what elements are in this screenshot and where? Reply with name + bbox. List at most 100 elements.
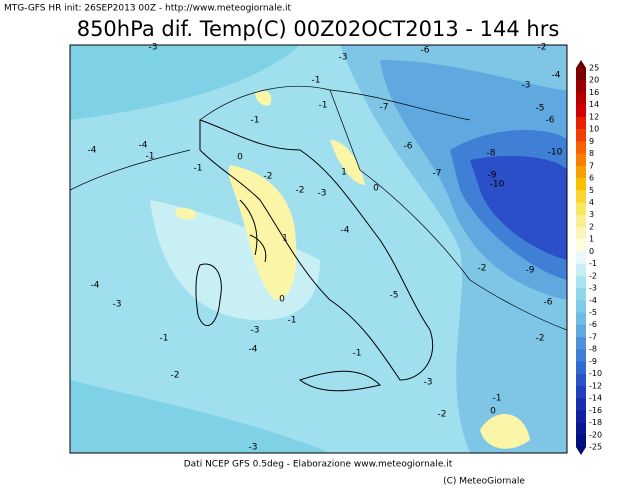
contour-label: -9 — [526, 266, 535, 276]
contour-label: -4 — [139, 141, 148, 151]
contour-label: -4 — [249, 345, 258, 355]
colorbar-label: -20 — [589, 430, 602, 439]
colorbar-swatch — [576, 239, 586, 252]
contour-label: -4 — [552, 71, 561, 81]
contour-label: -9 — [488, 171, 497, 181]
contour-label: -2 — [296, 186, 305, 196]
colorbar-label: -9 — [589, 357, 597, 366]
colorbar-label: 16 — [589, 88, 599, 97]
colorbar-label: -4 — [589, 296, 597, 305]
colorbar-swatch — [576, 422, 586, 436]
colorbar-swatch — [576, 165, 586, 179]
colorbar-swatch — [576, 410, 586, 423]
colorbar-swatch — [576, 373, 586, 387]
contour-label: -1 — [194, 164, 203, 174]
contour-label: -6 — [546, 116, 555, 126]
contour-label: -3 — [318, 189, 327, 199]
contour-label: -10 — [490, 180, 505, 190]
colorbar-label: 4 — [589, 198, 594, 207]
colorbar-label: -18 — [589, 418, 602, 427]
colorbar-swatch — [576, 398, 586, 411]
contour-label: -7 — [433, 169, 442, 179]
colorbar-label: -16 — [589, 406, 602, 415]
contour-label: -1 — [312, 76, 321, 86]
colorbar-swatch — [576, 226, 586, 240]
colorbar-label: -10 — [589, 369, 602, 378]
colorbar-cap — [576, 447, 586, 455]
contour-label: -3 — [424, 378, 433, 388]
contour-label: -5 — [536, 104, 545, 114]
contour-label: -2 — [536, 334, 545, 344]
map-field — [70, 45, 567, 453]
contour-label: -1 — [146, 152, 155, 162]
colorbar-label: 10 — [589, 125, 599, 134]
colorbar-swatch — [576, 68, 586, 81]
colorbar-label: -7 — [589, 332, 597, 341]
colorbar-label: -6 — [589, 320, 597, 329]
colorbar-swatch — [576, 214, 586, 228]
colorbar-swatch — [576, 324, 586, 338]
colorbar-swatch — [576, 361, 586, 374]
colorbar-swatch — [576, 80, 586, 93]
contour-label: -1 — [493, 394, 502, 404]
contour-label: -6 — [544, 298, 553, 308]
colorbar-label: 5 — [589, 186, 594, 195]
colorbar-label: 9 — [589, 137, 594, 146]
colorbar-swatch — [576, 153, 586, 167]
colorbar-label: -3 — [589, 284, 597, 293]
contour-label: -7 — [380, 103, 389, 113]
contour-label: 1 — [282, 234, 288, 244]
colorbar-label: 6 — [589, 174, 594, 183]
colorbar-label: -8 — [589, 345, 597, 354]
colorbar-swatch — [576, 202, 586, 216]
colorbar-label: -1 — [589, 259, 597, 268]
colorbar: 2520161412109876543210-1-2-3-4-5-6-7-8-9… — [576, 60, 602, 455]
colorbar-label: -25 — [589, 443, 602, 452]
colorbar-swatch — [576, 275, 586, 289]
map-frame — [69, 44, 568, 454]
colorbar-swatch — [576, 312, 586, 326]
init-text: MTG-GFS HR init: 26SEP2013 00Z - http://… — [4, 4, 291, 14]
contour-label: -6 — [404, 142, 413, 152]
contour-label: -6 — [421, 46, 430, 56]
colorbar-cap — [576, 60, 586, 68]
contour-label: -8 — [487, 149, 496, 159]
contour-label: -1 — [251, 116, 260, 126]
colorbar-label: 8 — [589, 149, 594, 158]
colorbar-swatch — [576, 300, 586, 313]
contour-label: -2 — [478, 264, 487, 274]
contour-label: -3 — [113, 300, 122, 310]
colorbar-label: -12 — [589, 381, 602, 390]
colorbar-label: 20 — [589, 76, 599, 85]
contour-label: -1 — [353, 349, 362, 359]
colorbar-swatch — [576, 129, 586, 142]
colorbar-label: 3 — [589, 210, 594, 219]
contour-label: 0 — [490, 407, 496, 417]
colorbar-swatch — [576, 251, 586, 264]
colorbar-swatch — [576, 288, 586, 301]
contour-label: -1 — [160, 334, 169, 344]
map-title: 850hPa dif. Temp(C) 00Z02OCT2013 - 144 h… — [77, 17, 560, 41]
contour-label: -4 — [341, 226, 350, 236]
contour-label: -2 — [171, 371, 180, 381]
contour-label: 0 — [237, 153, 243, 163]
colorbar-swatch — [576, 104, 586, 118]
contour-label: -3 — [339, 53, 348, 63]
contour-label: -3 — [249, 443, 258, 453]
contour-label: 0 — [279, 295, 285, 305]
colorbar-label: -2 — [589, 271, 597, 280]
contour-label: -1 — [288, 316, 297, 326]
contour-label: 0 — [373, 184, 379, 194]
copyright-text: (C) MeteoGiornale — [443, 477, 525, 487]
colorbar-swatch — [576, 141, 586, 154]
colorbar-swatch — [576, 263, 586, 277]
colorbar-swatch — [576, 116, 586, 130]
contour-label: -1 — [319, 101, 328, 111]
colorbar-label: 2 — [589, 222, 594, 231]
colorbar-label: -5 — [589, 308, 597, 317]
colorbar-label: -14 — [589, 394, 602, 403]
colorbar-swatch — [576, 178, 586, 191]
colorbar-swatch — [576, 92, 586, 105]
colorbar-label: 7 — [589, 161, 594, 170]
